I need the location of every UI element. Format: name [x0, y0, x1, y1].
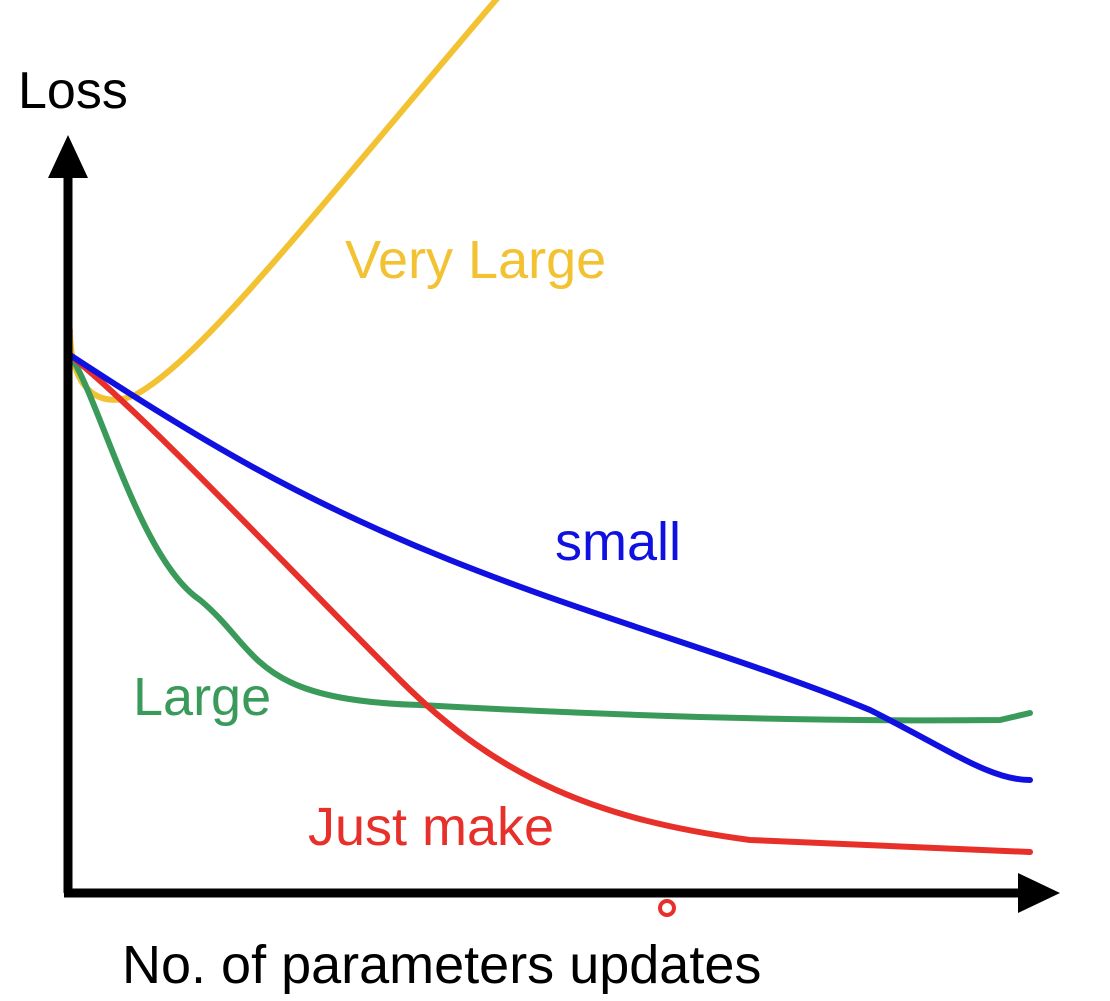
x-axis-arrow	[1018, 873, 1060, 913]
x-axis-label: No. of parameters updates	[122, 935, 761, 995]
cursor-dot	[658, 899, 676, 917]
y-axis-arrow	[48, 135, 88, 178]
small-curve	[67, 352, 1033, 783]
large-curve	[67, 352, 1033, 724]
curve-label: Very Large	[345, 230, 606, 290]
curve-label: Large	[133, 667, 271, 727]
y-axis-label: Loss	[18, 62, 128, 120]
curve-label: small	[555, 512, 681, 572]
curve-label: Just make	[308, 797, 554, 857]
just-make-curve	[67, 352, 1033, 855]
